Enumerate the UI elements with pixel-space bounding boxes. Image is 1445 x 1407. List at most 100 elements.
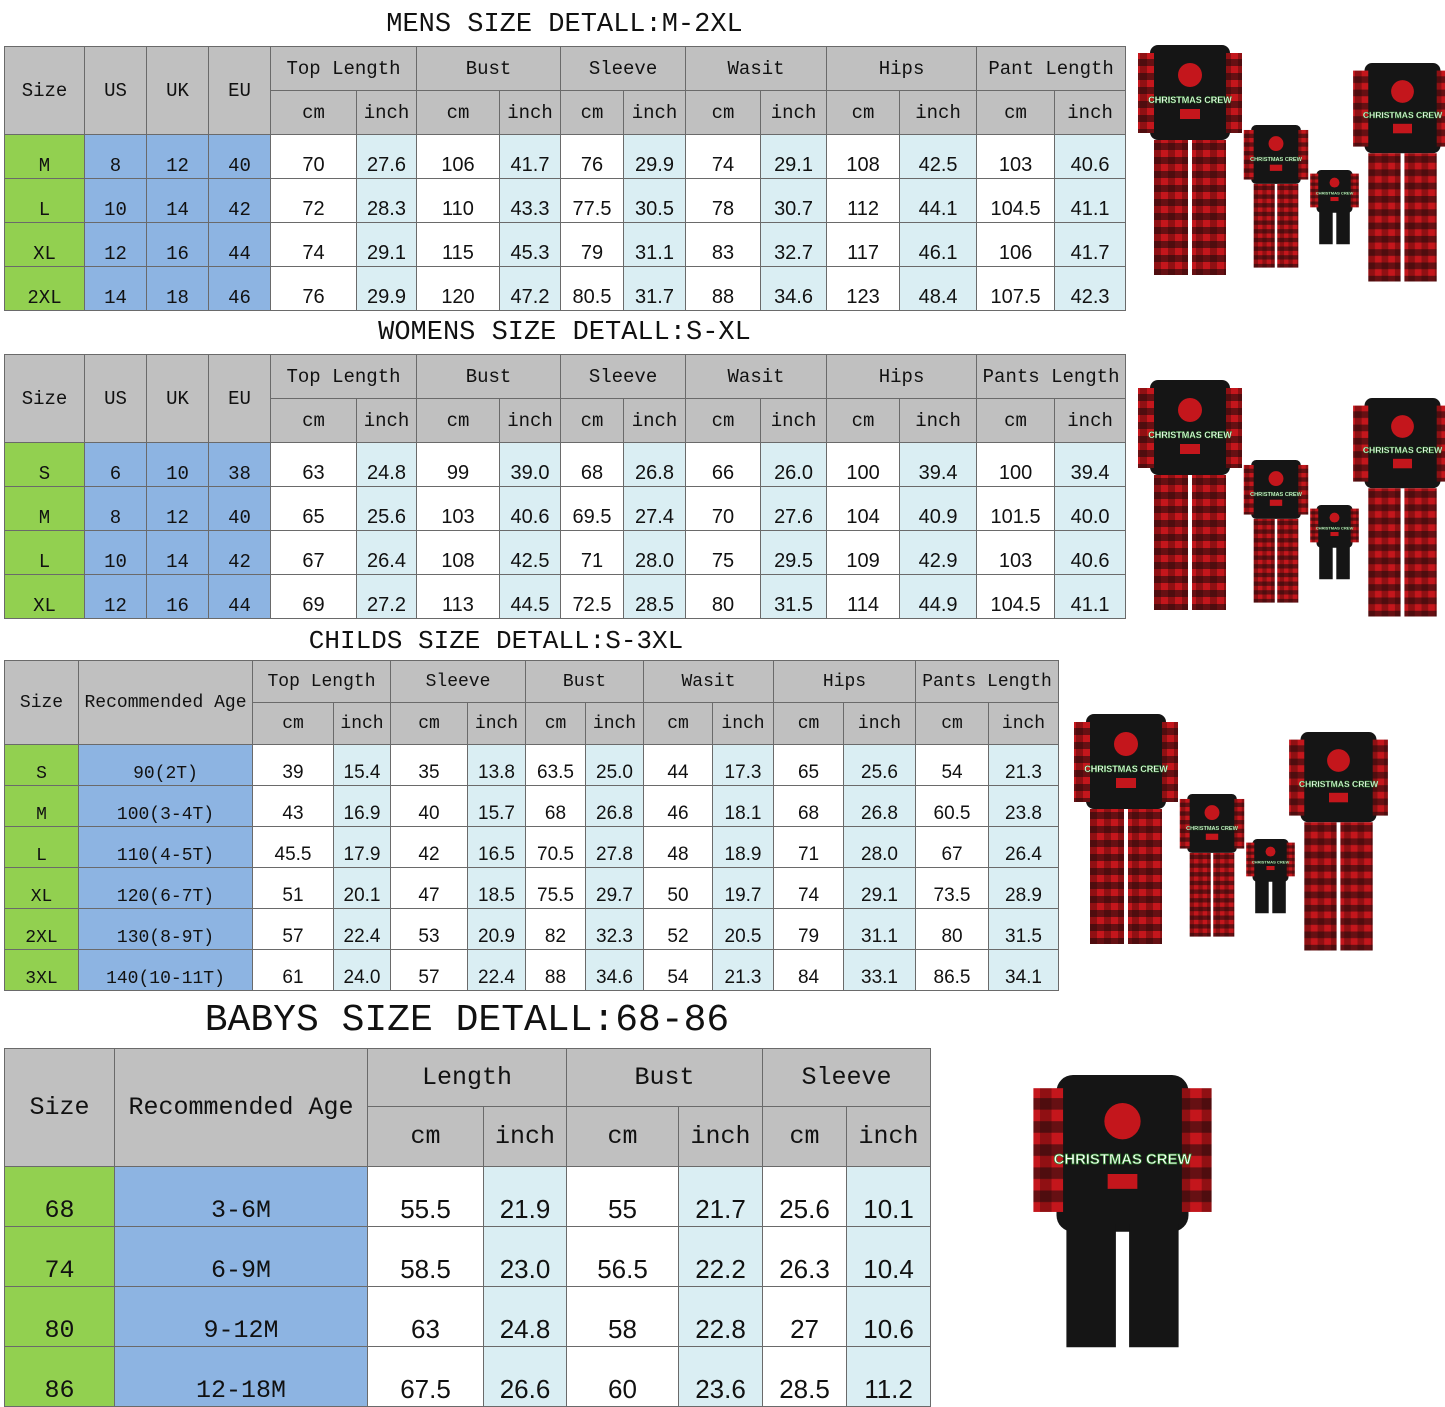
cm-cell: 74: [270, 222, 357, 267]
cm-cell: 67: [915, 826, 990, 868]
cm-cell: 65: [270, 486, 357, 531]
inch-cell: 42.3: [1054, 266, 1127, 311]
cm-cell: 106: [976, 222, 1056, 267]
inch-cell: 28.0: [623, 530, 687, 575]
group-header: Wasit: [685, 46, 828, 91]
cm-cell: 28.5: [762, 1346, 848, 1407]
inch-cell: 21.3: [988, 744, 1060, 786]
table-title: CHILDS SIZE DETALL:S-3XL: [308, 626, 684, 656]
inch-cell: 44.1: [899, 178, 978, 223]
size-cell: 68: [4, 1166, 115, 1227]
inch-cell: 34.1: [988, 949, 1060, 991]
header-row: Size Recommended Age Top Length Sleeve Bust W…: [4, 660, 1060, 745]
inch-cell: 26.8: [843, 785, 917, 827]
unit-header: inch: [356, 398, 417, 443]
size-cell: L: [4, 178, 85, 223]
table-title: MENS SIZE DETALL:M-2XL: [386, 10, 743, 40]
size-cell: M: [4, 134, 85, 179]
inch-cell: 20.5: [711, 908, 775, 950]
age-cell: 6-9M: [114, 1226, 368, 1287]
cm-cell: 52: [643, 908, 713, 950]
inch-cell: 22.2: [678, 1226, 764, 1287]
unit-header: inch: [711, 702, 775, 745]
inch-cell: 18.5: [467, 867, 526, 909]
inch-cell: 39.0: [498, 442, 562, 487]
group-header: Bust: [566, 1048, 764, 1107]
unit-header: cm: [270, 398, 357, 443]
inch-cell: 19.7: [711, 867, 775, 909]
cm-cell: 117: [826, 222, 901, 267]
unit-header: inch: [760, 398, 828, 443]
shirt-print-text: CHRISTMAS CREW: [1252, 859, 1290, 864]
age-cell: 12-18M: [114, 1346, 368, 1407]
table-row: 68 3-6M 55.5 21.9 55 21.7 25.6 10.1: [4, 1166, 932, 1227]
cm-cell: 67.5: [367, 1346, 484, 1407]
cm-cell: 103: [976, 134, 1056, 179]
cm-cell: 77.5: [560, 178, 625, 223]
cm-cell: 80.5: [560, 266, 625, 311]
cm-cell: 110: [416, 178, 500, 223]
cm-cell: 58: [566, 1286, 680, 1347]
region-size-cell: 10: [84, 178, 147, 223]
unit-header: inch: [678, 1106, 764, 1167]
inch-cell: 25.6: [356, 486, 417, 531]
cm-cell: 100: [826, 442, 901, 487]
unit-header: cm: [773, 702, 845, 745]
age-cell: 120(6-7T): [78, 867, 253, 909]
inch-cell: 42.5: [498, 530, 562, 575]
group-header: Sleeve: [390, 660, 526, 703]
inch-cell: 46.1: [899, 222, 978, 267]
cm-cell: 55.5: [367, 1166, 484, 1227]
cm-cell: 63: [270, 442, 357, 487]
cm-cell: 71: [773, 826, 845, 868]
region-size-cell: 12: [146, 486, 209, 531]
inch-cell: 27.4: [623, 486, 687, 531]
unit-header: cm: [826, 90, 901, 135]
cm-cell: 68: [560, 442, 625, 487]
unit-header: inch: [585, 702, 644, 745]
region-size-cell: 8: [84, 134, 147, 179]
region-size-cell: 18: [146, 266, 209, 311]
cm-cell: 88: [685, 266, 762, 311]
group-header: Hips: [826, 46, 978, 91]
inch-cell: 31.5: [760, 574, 828, 619]
inch-cell: 11.2: [846, 1346, 932, 1407]
size-cell: 86: [4, 1346, 115, 1407]
size-cell: M: [4, 785, 79, 827]
inch-cell: 25.6: [843, 744, 917, 786]
shirt-print-text: CHRISTMAS CREW: [1299, 779, 1379, 789]
region-size-cell: 42: [208, 178, 271, 223]
group-header: Bust: [415, 354, 562, 399]
unit-header: cm: [566, 1106, 680, 1167]
unit-header: inch: [356, 90, 417, 135]
inch-cell: 39.4: [1054, 442, 1127, 487]
cm-cell: 82: [525, 908, 586, 950]
inch-cell: 41.7: [498, 134, 562, 179]
cm-cell: 100: [976, 442, 1056, 487]
cm-cell: 114: [826, 574, 901, 619]
cm-cell: 68: [773, 785, 845, 827]
cm-cell: 66: [685, 442, 762, 487]
inch-cell: 17.9: [333, 826, 391, 868]
cm-cell: 112: [826, 178, 901, 223]
cm-cell: 84: [773, 949, 845, 991]
region-size-cell: 16: [146, 222, 209, 267]
inch-cell: 32.7: [760, 222, 828, 267]
table-row: L 10 14 42 67 26.4 108 42.5 71 28.0 75 29.5 109 42.9 1…: [4, 530, 1127, 575]
inch-cell: 29.9: [623, 134, 687, 179]
shirt-print-text: CHRISTMAS CREW: [1363, 110, 1443, 120]
inch-cell: 39.4: [899, 442, 978, 487]
cm-cell: 43: [252, 785, 334, 827]
age-cell: 140(10-11T): [78, 949, 253, 991]
inch-cell: 10.4: [846, 1226, 932, 1287]
cm-cell: 69: [270, 574, 357, 619]
cm-cell: 88: [525, 949, 586, 991]
inch-cell: 30.7: [760, 178, 828, 223]
region-size-cell: 44: [208, 574, 271, 619]
inch-cell: 21.7: [678, 1166, 764, 1227]
region-size-cell: 42: [208, 530, 271, 575]
cm-cell: 54: [915, 744, 990, 786]
cm-cell: 46: [643, 785, 713, 827]
cm-cell: 56.5: [566, 1226, 680, 1287]
group-header: Top Length: [270, 46, 417, 91]
